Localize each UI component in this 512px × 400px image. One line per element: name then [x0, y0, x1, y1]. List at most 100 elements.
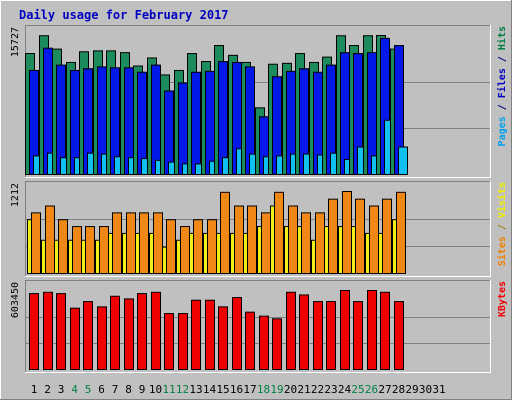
bar-visits-sites-day-26	[369, 205, 379, 275]
bar-visits-sites-day-10	[153, 212, 163, 274]
panel-hits-max-label: 15727	[10, 27, 21, 57]
bar-visits-sites-day-9	[139, 212, 149, 274]
bar-visits-sites-day-1	[31, 212, 41, 274]
bar-hits-files-day-24	[340, 52, 350, 175]
bar-visits-sites-day-28	[396, 191, 406, 274]
panel-kbytes: 603450 KBytes	[10, 280, 508, 373]
legend-label-visits-1: /	[497, 218, 508, 236]
x-tick-label-22: 22	[311, 383, 324, 396]
x-tick-label-29: 29	[405, 383, 418, 396]
x-tick-label-2: 2	[44, 383, 51, 396]
bar-kbytes-kbytes-day-4	[70, 307, 80, 371]
bar-visits-sites-day-27	[382, 198, 392, 274]
x-tick-label-18: 18	[257, 383, 270, 396]
bar-kbytes-kbytes-day-21	[299, 294, 309, 371]
x-tick-label-30: 30	[419, 383, 432, 396]
x-tick-label-11: 11	[162, 383, 175, 396]
x-tick-label-6: 6	[98, 383, 105, 396]
legend-label-kbytes-0: KBytes	[497, 281, 508, 317]
x-tick-label-27: 27	[378, 383, 391, 396]
bar-visits-sites-day-14	[207, 219, 217, 274]
bar-visits-sites-day-15	[220, 191, 230, 274]
bar-visits-sites-day-17	[247, 205, 257, 275]
bar-kbytes-kbytes-day-3	[56, 293, 66, 371]
panel-hits: 15727 Pages / Files / Hits	[10, 25, 508, 178]
bar-kbytes-kbytes-day-16	[232, 297, 242, 371]
x-tick-label-31: 31	[432, 383, 445, 396]
x-tick-label-25: 25	[351, 383, 364, 396]
x-tick-label-23: 23	[324, 383, 337, 396]
bar-kbytes-kbytes-day-11	[164, 312, 174, 370]
x-tick-label-28: 28	[392, 383, 405, 396]
bar-kbytes-kbytes-day-1	[29, 293, 39, 371]
bar-hits-files-day-12	[178, 82, 188, 175]
bar-visits-sites-day-11	[166, 219, 176, 274]
bar-kbytes-kbytes-day-2	[43, 291, 53, 370]
bar-visits-sites-day-2	[45, 205, 55, 275]
legend-label-visits-2: Visits	[496, 182, 508, 218]
bar-visits-sites-day-16	[234, 205, 244, 275]
bar-kbytes-kbytes-day-13	[191, 299, 201, 370]
bar-kbytes-kbytes-day-17	[245, 311, 255, 370]
bar-kbytes-kbytes-day-19	[272, 318, 282, 371]
x-tick-label-9: 9	[139, 383, 146, 396]
bar-hits-files-day-10	[151, 64, 161, 175]
bar-kbytes-kbytes-day-12	[178, 312, 188, 370]
x-tick-label-3: 3	[58, 383, 65, 396]
panels-layer: 15727 Pages / Files / Hits 1212 Sites / Vis…	[10, 25, 508, 373]
x-tick-label-13: 13	[189, 383, 202, 396]
chart-title: Daily usage for February 2017	[19, 8, 229, 22]
legend-label-hits-4: Hits	[496, 26, 508, 50]
bar-kbytes-kbytes-day-26	[367, 290, 377, 370]
bar-kbytes-kbytes-day-9	[137, 293, 147, 371]
bar-kbytes-kbytes-day-24	[340, 290, 350, 370]
x-tick-label-14: 14	[203, 383, 217, 396]
x-tick-label-21: 21	[297, 383, 310, 396]
bar-kbytes-kbytes-day-5	[83, 301, 93, 370]
x-tick-label-10: 10	[149, 383, 162, 396]
bar-hits-files-day-14	[205, 70, 215, 175]
bar-visits-sites-day-23	[328, 198, 338, 274]
x-tick-label-24: 24	[338, 383, 352, 396]
panel-visits-max-label: 1212	[10, 183, 21, 207]
x-tick-label-20: 20	[284, 383, 297, 396]
legend-label-visits-0: Sites	[496, 236, 508, 266]
bar-kbytes-kbytes-day-15	[218, 306, 228, 371]
panel-hits-legend: Pages / Files / Hits	[496, 26, 508, 146]
legend-label-hits-2: Files	[496, 68, 508, 98]
bar-kbytes-kbytes-day-20	[286, 291, 296, 370]
bar-kbytes-kbytes-day-27	[380, 291, 390, 370]
x-tick-label-7: 7	[112, 383, 119, 396]
bar-visits-sites-day-21	[301, 212, 311, 274]
x-tick-label-26: 26	[365, 383, 378, 396]
bar-kbytes-kbytes-day-8	[124, 298, 134, 370]
x-tick-label-8: 8	[125, 383, 132, 396]
x-tick-label-19: 19	[270, 383, 283, 396]
bar-visits-sites-day-5	[85, 226, 95, 275]
bar-kbytes-kbytes-day-6	[97, 306, 107, 371]
legend-label-hits-0: Pages	[497, 116, 508, 146]
bar-visits-sites-day-6	[99, 226, 109, 275]
legend-label-hits-1: /	[497, 98, 508, 116]
bar-hits-pages-day-28	[398, 146, 408, 176]
x-tick-label-16: 16	[230, 383, 243, 396]
bar-kbytes-kbytes-day-14	[205, 299, 215, 370]
bar-visits-sites-day-18	[261, 212, 271, 274]
bar-visits-sites-day-24	[342, 191, 352, 274]
bar-kbytes-kbytes-day-22	[313, 301, 323, 370]
bar-visits-sites-day-12	[180, 226, 190, 275]
bar-kbytes-kbytes-day-23	[326, 301, 336, 370]
bar-visits-sites-day-25	[355, 198, 365, 274]
bar-kbytes-kbytes-day-28	[394, 301, 404, 370]
panel-kbytes-frame	[25, 280, 491, 373]
bar-kbytes-kbytes-day-7	[110, 295, 120, 371]
panel-visits-legend: Sites / Visits	[496, 182, 508, 266]
bar-visits-sites-day-22	[315, 212, 325, 274]
bar-kbytes-kbytes-day-10	[151, 291, 161, 370]
x-tick-label-4: 4	[71, 383, 78, 396]
x-tick-label-17: 17	[243, 383, 256, 396]
bar-visits-sites-day-3	[58, 219, 68, 274]
bar-hits-files-day-13	[191, 71, 201, 175]
bar-visits-sites-day-19	[274, 191, 284, 274]
